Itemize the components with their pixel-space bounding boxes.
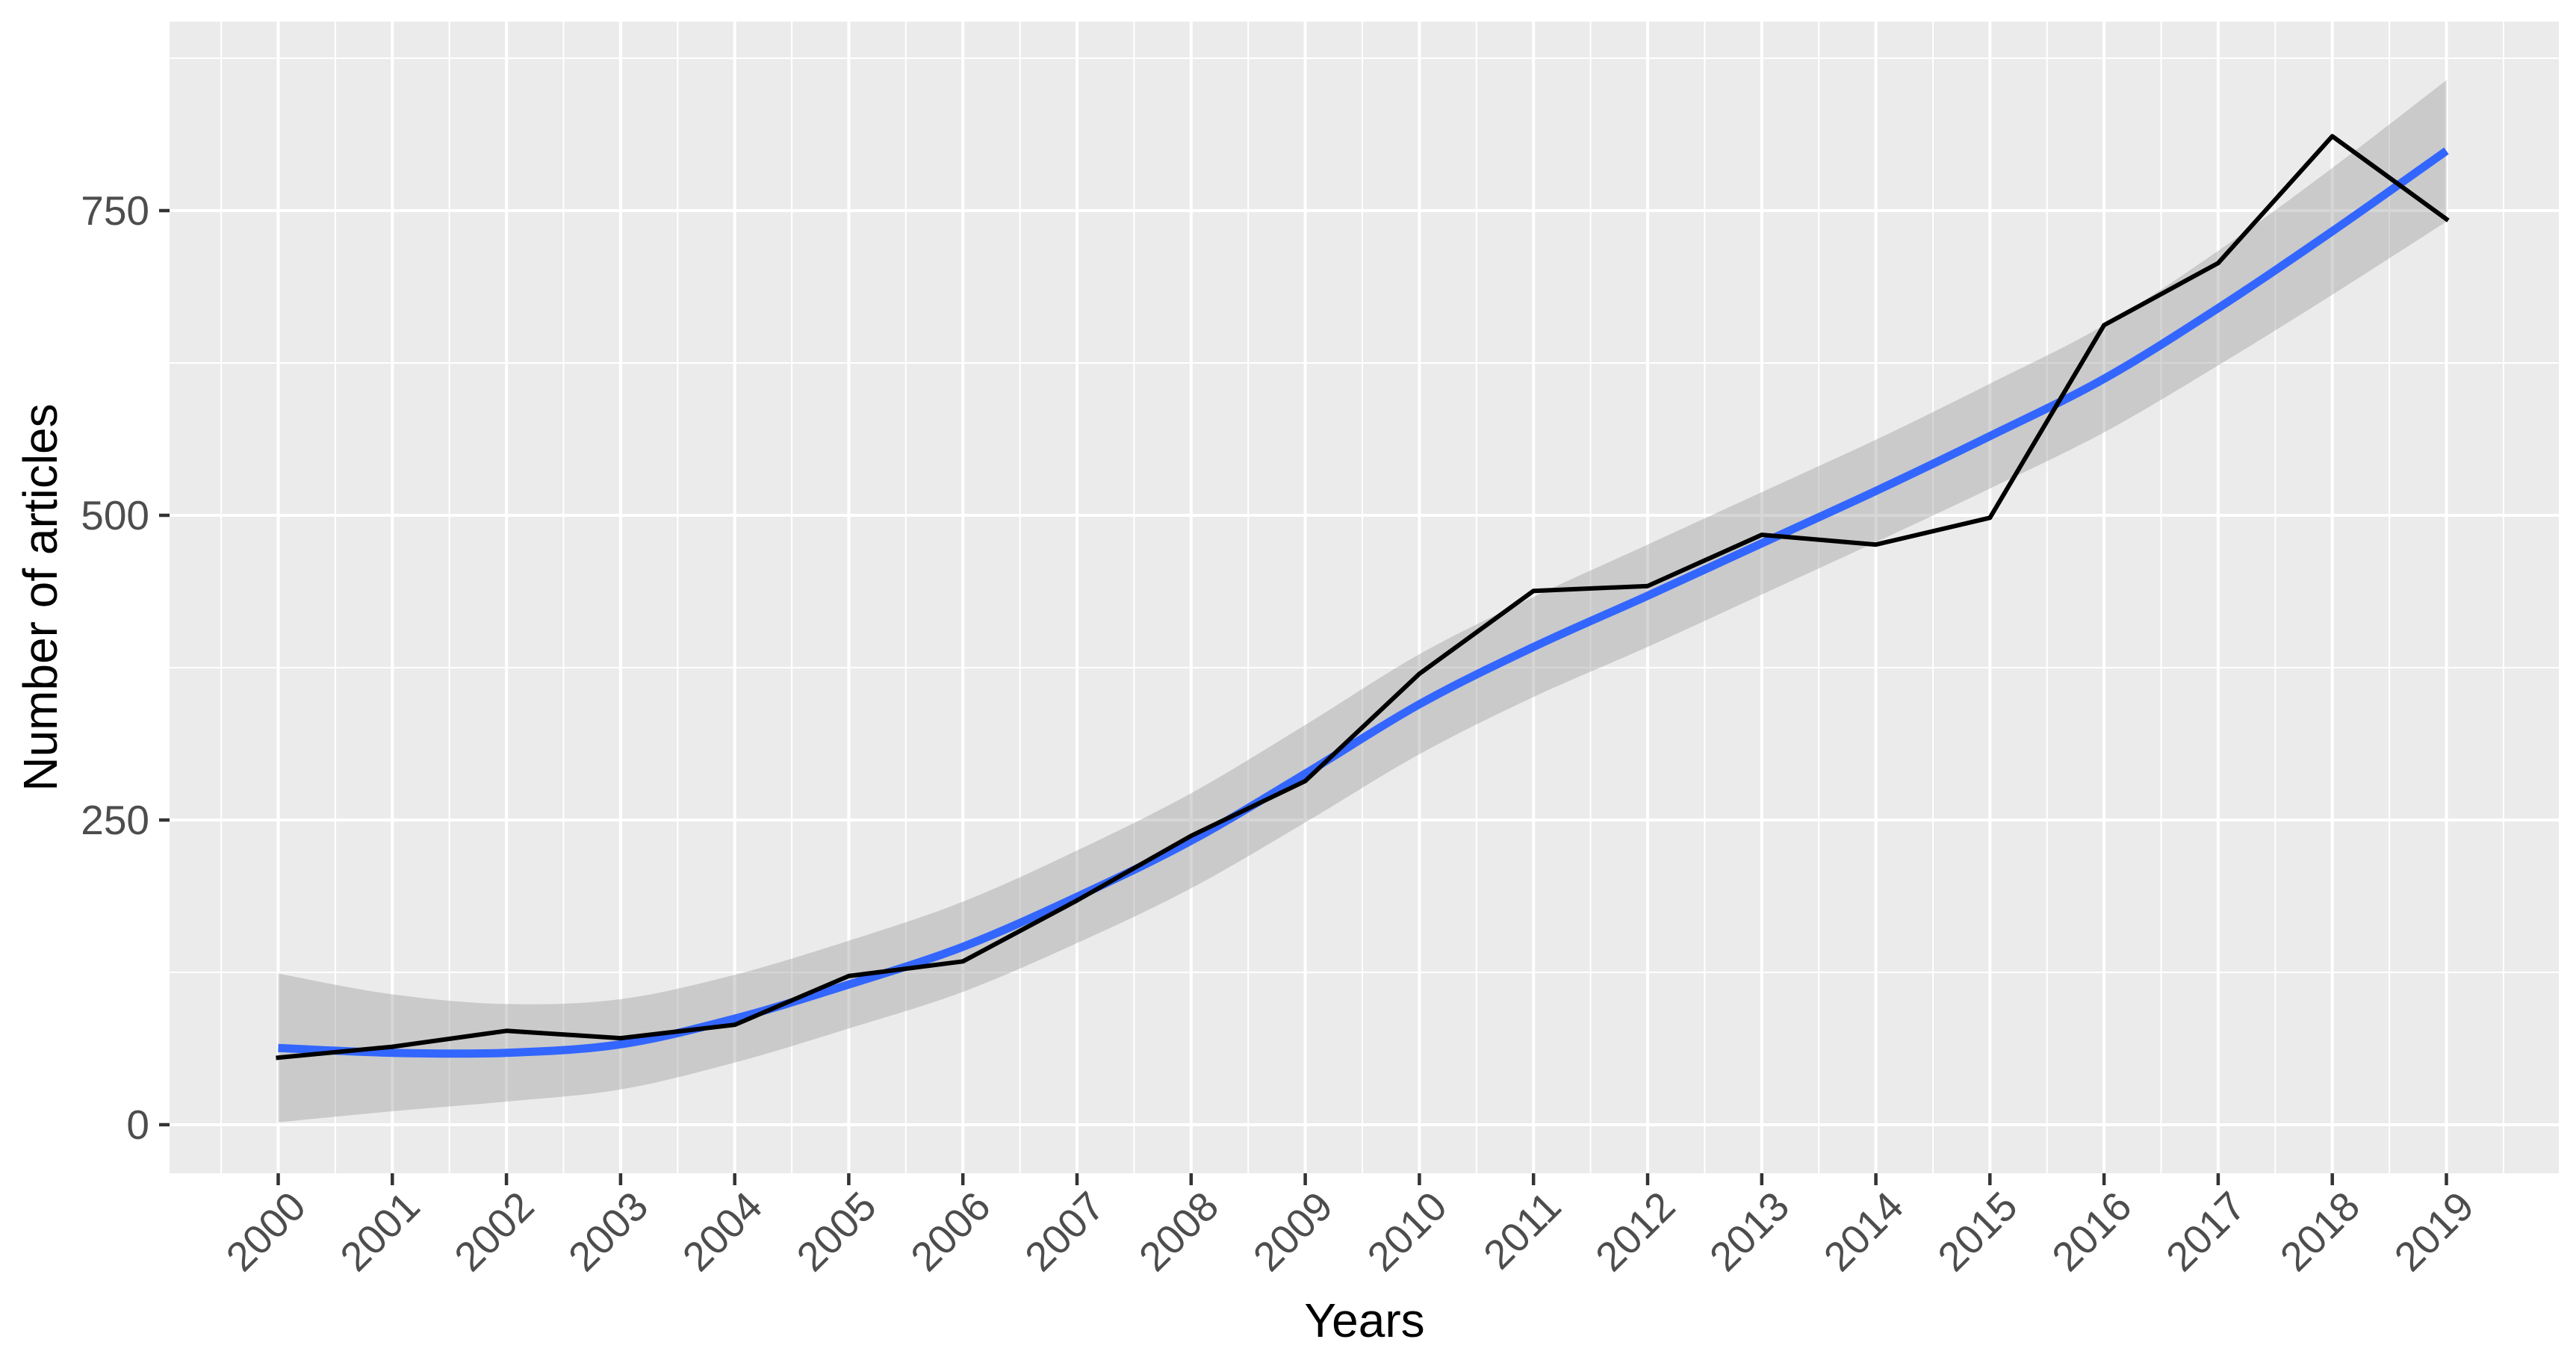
y-tick-label: 250 xyxy=(81,797,149,843)
trend-line xyxy=(278,147,2449,1058)
axis-tick-marks xyxy=(159,208,2448,1185)
y-tick-label: 750 xyxy=(81,187,149,234)
articles-line xyxy=(276,134,2450,1060)
plot-panel xyxy=(170,22,2559,1173)
confidence-band xyxy=(278,80,2447,1122)
x-axis-title: Years xyxy=(1304,1294,1424,1347)
minor-gridlines xyxy=(170,22,2559,1173)
y-axis-title: Number of articles xyxy=(13,403,67,791)
y-tick-label: 0 xyxy=(126,1102,149,1148)
y-tick-label: 500 xyxy=(81,492,149,538)
major-gridlines xyxy=(170,22,2559,1173)
y-axis-tick-labels: 0 250 500 750 xyxy=(81,187,149,1148)
